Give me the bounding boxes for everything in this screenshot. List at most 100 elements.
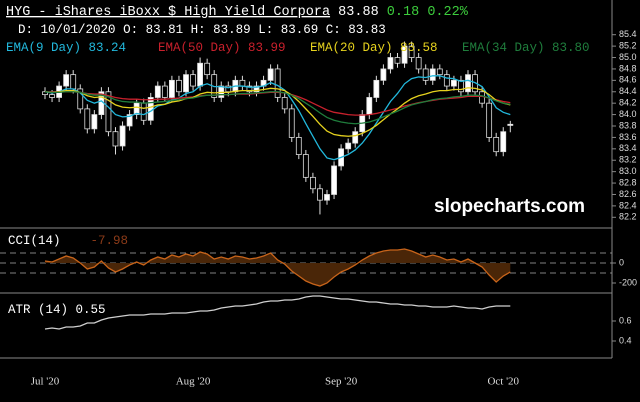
y-tick-label: 84.8 (619, 63, 637, 73)
candle-body (281, 97, 288, 110)
y-tick-label: 82.6 (619, 189, 637, 199)
candle-body (274, 68, 281, 98)
candle-body (119, 125, 126, 147)
candle-body (246, 85, 253, 93)
y-tick-label: 0.4 (619, 335, 632, 345)
close-value: 83.83 (348, 23, 386, 37)
candle-body (161, 85, 168, 98)
candle-body (380, 68, 387, 81)
candle-body (63, 74, 70, 87)
y-tick-label: 85.4 (619, 29, 637, 39)
ohlc-label: C: (326, 23, 341, 37)
candle-body (500, 131, 507, 153)
candle-body (126, 114, 133, 127)
y-tick-label: 84.0 (619, 109, 637, 119)
change-pct: 0.22% (427, 5, 468, 20)
x-tick-label: Aug '20 (176, 376, 211, 388)
y-tick-label: 82.8 (619, 177, 637, 187)
date: 10/01/2020 (41, 23, 116, 37)
y-tick-label: 84.6 (619, 75, 637, 85)
candle-body (387, 57, 394, 70)
y-tick-label: 83.0 (619, 166, 637, 176)
high-value: 83.89 (213, 23, 251, 37)
candle-body (345, 142, 352, 150)
date-label: D: (18, 23, 33, 37)
open-value: 83.81 (146, 23, 184, 37)
candle-body (309, 176, 316, 190)
candle-body (154, 85, 161, 98)
ohlc-label: O: (123, 23, 138, 37)
indicator-line (44, 295, 511, 330)
ema-line (44, 87, 511, 137)
candle-body (443, 74, 450, 87)
candle-body (239, 79, 246, 87)
change: 0.18 (387, 5, 419, 20)
candle-body (77, 88, 84, 110)
candle-body (422, 68, 429, 81)
legend-value: 83.80 (552, 41, 590, 55)
candle-body (479, 91, 486, 104)
x-tick-label: Sep '20 (325, 376, 358, 388)
legend-value: 83.99 (248, 41, 286, 55)
indicator-area (45, 249, 511, 286)
candle-body (91, 114, 98, 130)
symbol-title[interactable]: HYG - iShares iBoxx $ High Yield Corpora (6, 5, 330, 20)
y-tick-label: 82.2 (619, 212, 637, 222)
y-tick-label: 83.8 (619, 120, 637, 130)
cci-value: -7.98 (91, 234, 129, 248)
candle-body (458, 79, 464, 93)
y-tick-label: 0.6 (619, 315, 632, 325)
candle-body (105, 91, 112, 133)
candle-body (267, 68, 274, 81)
candle-body (450, 79, 457, 87)
candle-body (49, 94, 55, 98)
candle-body (197, 62, 204, 87)
candle-body (168, 79, 175, 98)
candle-body (507, 123, 514, 126)
atr-title: ATR (14) 0.55 (8, 303, 106, 317)
candle-body (429, 68, 436, 81)
candle-body (465, 74, 471, 93)
legend-entry: EMA(34 Day) 83.80 (462, 41, 590, 55)
legend-name: EMA(9 Day) (6, 41, 81, 55)
cci-title: CCI(14) -7.98 (8, 234, 128, 248)
candle-body (183, 74, 189, 93)
candle-body (366, 97, 373, 115)
legend-name: EMA(34 Day) (462, 41, 545, 55)
ohlc-label: H: (191, 23, 206, 37)
y-tick-label: 83.4 (619, 143, 637, 153)
candle-body (324, 194, 330, 201)
candle-body (394, 57, 401, 64)
legend-value: 83.24 (89, 41, 127, 55)
ema-line (44, 75, 511, 161)
candle-body (70, 74, 77, 90)
indicator-line (44, 248, 511, 287)
legend-value: 83.58 (400, 41, 438, 55)
candle-body (133, 102, 140, 115)
y-tick-label: 85.0 (619, 52, 637, 62)
y-tick-label: 83.2 (619, 155, 637, 165)
candle-body (147, 97, 154, 121)
candle-body (288, 108, 295, 138)
y-tick-label: 83.6 (619, 132, 637, 142)
header-ohlc: D: 10/01/2020 O: 83.81 H: 83.89 L: 83.69… (18, 23, 386, 37)
x-tick-label: Jul '20 (31, 376, 60, 388)
legend-name: EMA(20 Day) (310, 41, 393, 55)
candle-body (176, 79, 182, 93)
header-quote: HYG - iShares iBoxx $ High Yield Corpora… (6, 5, 469, 20)
y-tick-label: 82.4 (619, 200, 637, 210)
ohlc-label: L: (258, 23, 273, 37)
candle-body (140, 102, 147, 121)
atr-value: 0.55 (76, 303, 106, 317)
y-tick-label: 84.4 (619, 86, 637, 96)
candle-body (415, 57, 422, 70)
atr-label: ATR (14) (8, 303, 68, 317)
candle-body (84, 108, 91, 130)
legend-entry: EMA(20 Day) 83.58 (310, 41, 438, 55)
last-price: 83.88 (338, 5, 379, 20)
candle-body (295, 137, 302, 155)
legend-entry: EMA(50 Day) 83.99 (158, 41, 286, 55)
cci-label: CCI(14) (8, 234, 61, 248)
legend-entry: EMA(9 Day) 83.24 (6, 41, 126, 55)
candle-body (253, 85, 260, 93)
